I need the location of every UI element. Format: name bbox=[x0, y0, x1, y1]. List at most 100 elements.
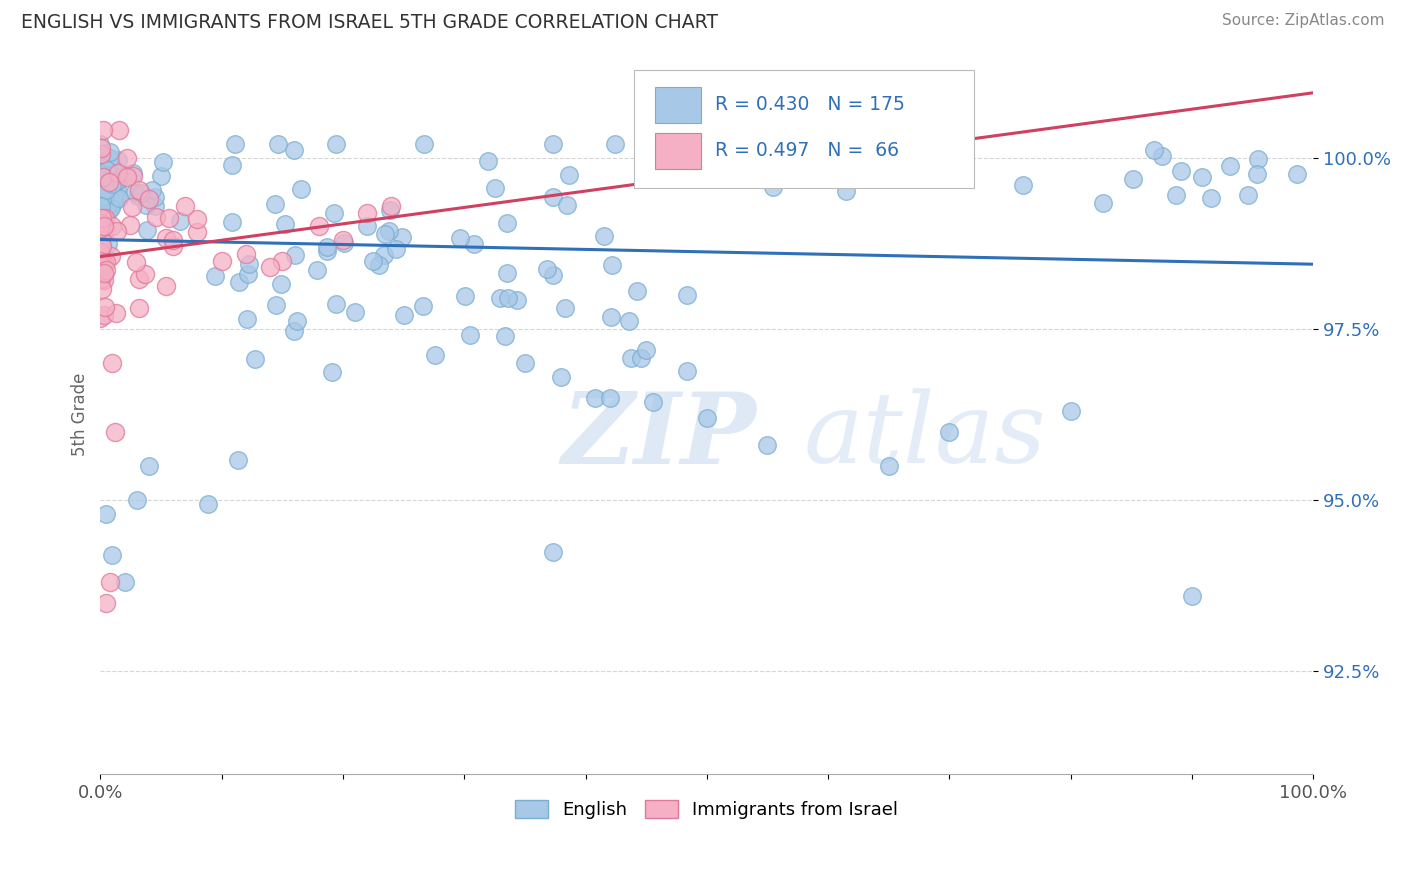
Point bbox=[506, 293, 529, 308]
Point bbox=[94, 191, 117, 205]
Point bbox=[484, 181, 506, 195]
Point bbox=[496, 291, 519, 305]
Point bbox=[90, 272, 112, 286]
Point bbox=[267, 137, 290, 152]
Point bbox=[1092, 196, 1115, 211]
Point bbox=[90, 158, 112, 172]
Point bbox=[378, 224, 401, 238]
Point bbox=[100, 190, 122, 204]
Point bbox=[141, 183, 163, 197]
Point bbox=[271, 253, 294, 268]
Point bbox=[98, 575, 121, 590]
Point bbox=[557, 168, 579, 182]
Point bbox=[290, 182, 312, 196]
Point bbox=[103, 188, 125, 202]
Point bbox=[155, 278, 177, 293]
Point bbox=[91, 184, 114, 198]
Point bbox=[1181, 589, 1204, 603]
Point bbox=[423, 348, 446, 362]
Point bbox=[90, 194, 112, 208]
Point bbox=[696, 411, 718, 425]
Point bbox=[97, 205, 120, 219]
Point bbox=[120, 219, 142, 233]
Point bbox=[114, 575, 136, 590]
Point bbox=[93, 169, 115, 184]
Point bbox=[361, 254, 384, 268]
Text: R = 0.430   N = 175: R = 0.430 N = 175 bbox=[716, 95, 905, 113]
Point bbox=[90, 185, 112, 199]
Point bbox=[107, 166, 129, 180]
Point bbox=[1199, 191, 1222, 205]
Point bbox=[224, 137, 246, 152]
Point bbox=[121, 169, 143, 184]
Point bbox=[96, 199, 118, 213]
Point bbox=[115, 169, 138, 184]
Point bbox=[94, 255, 117, 269]
Point bbox=[162, 239, 184, 253]
Point bbox=[373, 247, 395, 261]
Point bbox=[259, 260, 281, 275]
Point bbox=[104, 175, 127, 189]
Point bbox=[283, 144, 305, 158]
Point bbox=[91, 153, 114, 168]
Point bbox=[1170, 163, 1192, 178]
Point bbox=[1191, 169, 1213, 184]
Point bbox=[536, 262, 558, 277]
Point bbox=[98, 202, 121, 216]
Point bbox=[221, 158, 243, 172]
Point bbox=[541, 268, 564, 282]
Point bbox=[380, 199, 402, 213]
Bar bbox=[655, 87, 700, 123]
Point bbox=[343, 304, 366, 318]
Point bbox=[135, 198, 157, 212]
Point bbox=[90, 237, 112, 252]
Point bbox=[236, 311, 259, 326]
Point bbox=[96, 162, 118, 177]
Point bbox=[605, 137, 627, 152]
Point bbox=[93, 308, 115, 322]
Point bbox=[89, 174, 111, 188]
Point bbox=[593, 229, 616, 244]
Point bbox=[94, 301, 117, 315]
Point bbox=[554, 301, 576, 315]
Point bbox=[1246, 167, 1268, 181]
Point bbox=[938, 425, 960, 439]
Point bbox=[308, 219, 330, 234]
Point bbox=[89, 217, 111, 231]
Point bbox=[121, 200, 143, 214]
Point bbox=[1247, 152, 1270, 166]
Point bbox=[1143, 143, 1166, 157]
Point bbox=[103, 194, 125, 208]
Point bbox=[630, 351, 652, 365]
Point bbox=[284, 247, 307, 261]
Point bbox=[98, 186, 121, 201]
FancyBboxPatch shape bbox=[634, 70, 974, 188]
Point bbox=[221, 215, 243, 229]
Point bbox=[91, 169, 114, 183]
Point bbox=[107, 153, 129, 167]
Point bbox=[626, 284, 648, 298]
Point bbox=[266, 298, 288, 312]
Point bbox=[315, 240, 337, 254]
Point bbox=[105, 224, 128, 238]
Point bbox=[636, 343, 658, 357]
Point bbox=[105, 190, 128, 204]
Point bbox=[89, 245, 111, 260]
Point bbox=[238, 256, 260, 270]
Point bbox=[90, 147, 112, 161]
Point bbox=[104, 172, 127, 186]
Bar bbox=[655, 133, 700, 169]
Point bbox=[97, 180, 120, 194]
Point bbox=[145, 211, 167, 225]
Point bbox=[96, 507, 118, 521]
Point bbox=[94, 188, 117, 202]
Point bbox=[541, 137, 564, 152]
Point bbox=[186, 212, 208, 227]
Point bbox=[305, 262, 328, 277]
Point bbox=[101, 356, 124, 370]
Point bbox=[641, 395, 664, 409]
Point bbox=[1122, 172, 1144, 186]
Point bbox=[325, 137, 347, 152]
Point bbox=[495, 266, 517, 280]
Point bbox=[356, 205, 378, 219]
